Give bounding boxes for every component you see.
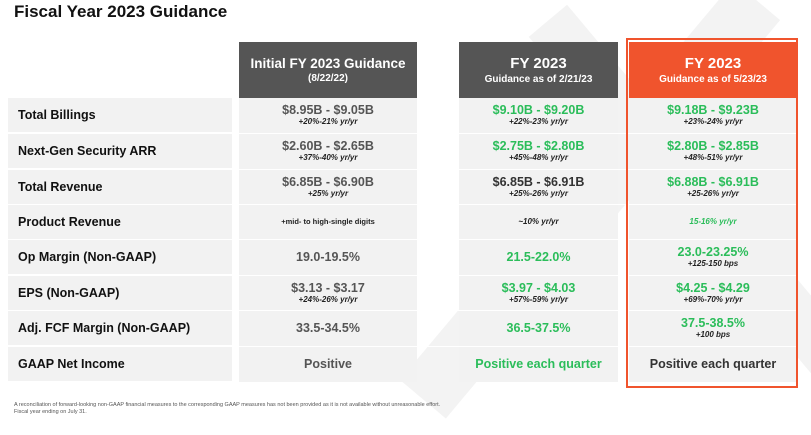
cell-sub: ~10% yr/yr	[518, 217, 559, 226]
column-header-title: FY 2023	[684, 55, 742, 72]
cell-value: $9.18B - $9.23B	[667, 103, 759, 117]
cell-sub: +23%-24% yr/yr	[683, 117, 743, 126]
cell-value: 33.5-34.5%	[296, 321, 360, 335]
cell-feb-gaap: Positive each quarter	[459, 347, 618, 381]
cell-may-gaap: Positive each quarter	[629, 347, 797, 381]
cell-may-op-margin: 23.0-23.25% +125-150 bps	[629, 240, 797, 274]
row-label-ngs-arr: Next-Gen Security ARR	[8, 134, 232, 168]
column-header-initial: Initial FY 2023 Guidance (8/22/22)	[239, 42, 417, 98]
column-header-may: FY 2023 Guidance as of 5/23/23	[629, 42, 797, 98]
cell-value: $8.95B - $9.05B	[282, 103, 374, 117]
cell-feb-op-margin: 21.5-22.0%	[459, 240, 618, 274]
row-label-gaap-net-income: GAAP Net Income	[8, 347, 232, 381]
cell-sub: +57%-59% yr/yr	[509, 295, 568, 304]
row-divider	[8, 133, 798, 134]
cell-value: $2.75B - $2.80B	[492, 139, 585, 153]
cell-sub: 15-16% yr/yr	[689, 217, 737, 226]
cell-sub: +mid- to high-single digits	[281, 217, 375, 226]
cell-initial-billings: $8.95B - $9.05B +20%-21% yr/yr	[239, 98, 417, 132]
cell-value: 37.5-38.5%	[681, 316, 745, 330]
cell-value: $9.10B - $9.20B	[492, 103, 585, 117]
row-label-total-revenue: Total Revenue	[8, 170, 232, 204]
cell-sub: +69%-70% yr/yr	[683, 295, 743, 304]
column-background	[629, 98, 797, 382]
column-header-subtitle: Guidance as of 2/21/23	[484, 74, 593, 85]
cell-value: Positive each quarter	[649, 357, 777, 371]
cell-may-billings: $9.18B - $9.23B +23%-24% yr/yr	[629, 98, 797, 132]
row-divider	[8, 239, 798, 240]
cell-value: $2.60B - $2.65B	[282, 139, 374, 153]
cell-sub: +25%-26% yr/yr	[509, 189, 568, 198]
cell-feb-eps: $3.97 - $4.03 +57%-59% yr/yr	[459, 276, 618, 310]
cell-sub: +25-26% yr/yr	[687, 189, 739, 198]
row-divider	[8, 204, 798, 205]
cell-value: $3.13 - $3.17	[291, 281, 365, 295]
page-title: Fiscal Year 2023 Guidance	[14, 2, 228, 21]
column-header-subtitle: (8/22/22)	[307, 73, 349, 84]
row-divider	[8, 310, 798, 311]
cell-sub: +20%-21% yr/yr	[298, 117, 358, 126]
cell-value: $2.80B - $2.85B	[667, 139, 759, 153]
footnote-line-1: A reconciliation of forward-looking non-…	[14, 402, 441, 408]
cell-feb-billings: $9.10B - $9.20B +22%-23% yr/yr	[459, 98, 618, 132]
column-header-title: FY 2023	[510, 55, 567, 72]
cell-initial-revenue: $6.85B - $6.90B +25% yr/yr	[239, 170, 417, 204]
row-label-op-margin: Op Margin (Non-GAAP)	[8, 240, 232, 274]
cell-feb-revenue: $6.85B - $6.91B +25%-26% yr/yr	[459, 170, 618, 204]
cell-value: Positive each quarter	[475, 357, 602, 371]
row-label-total-billings: Total Billings	[8, 98, 232, 132]
cell-may-fcf: 37.5-38.5% +100 bps	[629, 311, 797, 345]
cell-value: $6.88B - $6.91B	[667, 175, 759, 189]
cell-sub: +125-150 bps	[687, 259, 739, 268]
cell-initial-product-revenue: +mid- to high-single digits	[239, 205, 417, 239]
cell-value: $3.97 - $4.03	[501, 281, 576, 295]
row-label-product-revenue: Product Revenue	[8, 205, 232, 239]
footnote-line-2: Fiscal year ending on July 31.	[14, 409, 87, 415]
cell-initial-arr: $2.60B - $2.65B +37%-40% yr/yr	[239, 134, 417, 168]
row-divider	[8, 169, 798, 170]
column-header-feb: FY 2023 Guidance as of 2/21/23	[459, 42, 618, 98]
row-label-fcf-margin: Adj. FCF Margin (Non-GAAP)	[8, 311, 232, 345]
cell-sub: +25% yr/yr	[307, 189, 349, 198]
cell-feb-arr: $2.75B - $2.80B +45%-48% yr/yr	[459, 134, 618, 168]
cell-value: $6.85B - $6.90B	[282, 175, 374, 189]
highlight-box	[626, 38, 798, 388]
column-background	[459, 98, 618, 382]
cell-sub: +24%-26% yr/yr	[298, 295, 358, 304]
cell-initial-gaap: Positive	[239, 347, 417, 381]
cell-value: $6.85B - $6.91B	[492, 175, 585, 189]
cell-initial-op-margin: 19.0-19.5%	[239, 240, 417, 274]
cell-may-revenue: $6.88B - $6.91B +25-26% yr/yr	[629, 170, 797, 204]
cell-feb-product-revenue: ~10% yr/yr	[459, 205, 618, 239]
column-background	[239, 98, 417, 382]
footnote: A reconciliation of forward-looking non-…	[14, 402, 440, 416]
cell-initial-eps: $3.13 - $3.17 +24%-26% yr/yr	[239, 276, 417, 310]
cell-value: 21.5-22.0%	[506, 250, 571, 264]
cell-sub: +100 bps	[695, 330, 731, 339]
cell-may-eps: $4.25 - $4.29 +69%-70% yr/yr	[629, 276, 797, 310]
cell-value: Positive	[304, 357, 352, 371]
row-label-eps: EPS (Non-GAAP)	[8, 276, 232, 310]
cell-feb-fcf: 36.5-37.5%	[459, 311, 618, 345]
cell-may-arr: $2.80B - $2.85B +48%-51% yr/yr	[629, 134, 797, 168]
cell-value: $4.25 - $4.29	[676, 281, 750, 295]
cell-value: 19.0-19.5%	[296, 250, 360, 264]
cell-value: 36.5-37.5%	[506, 321, 571, 335]
column-header-subtitle: Guidance as of 5/23/23	[659, 74, 767, 85]
cell-sub: +22%-23% yr/yr	[509, 117, 568, 126]
cell-initial-fcf: 33.5-34.5%	[239, 311, 417, 345]
cell-value: 23.0-23.25%	[677, 245, 749, 259]
column-header-title: Initial FY 2023 Guidance	[250, 56, 406, 71]
cell-may-product-revenue: 15-16% yr/yr	[629, 205, 797, 239]
cell-sub: +37%-40% yr/yr	[298, 153, 358, 162]
cell-sub: +48%-51% yr/yr	[683, 153, 743, 162]
row-divider	[8, 346, 798, 347]
row-divider	[8, 275, 798, 276]
cell-sub: +45%-48% yr/yr	[509, 153, 568, 162]
